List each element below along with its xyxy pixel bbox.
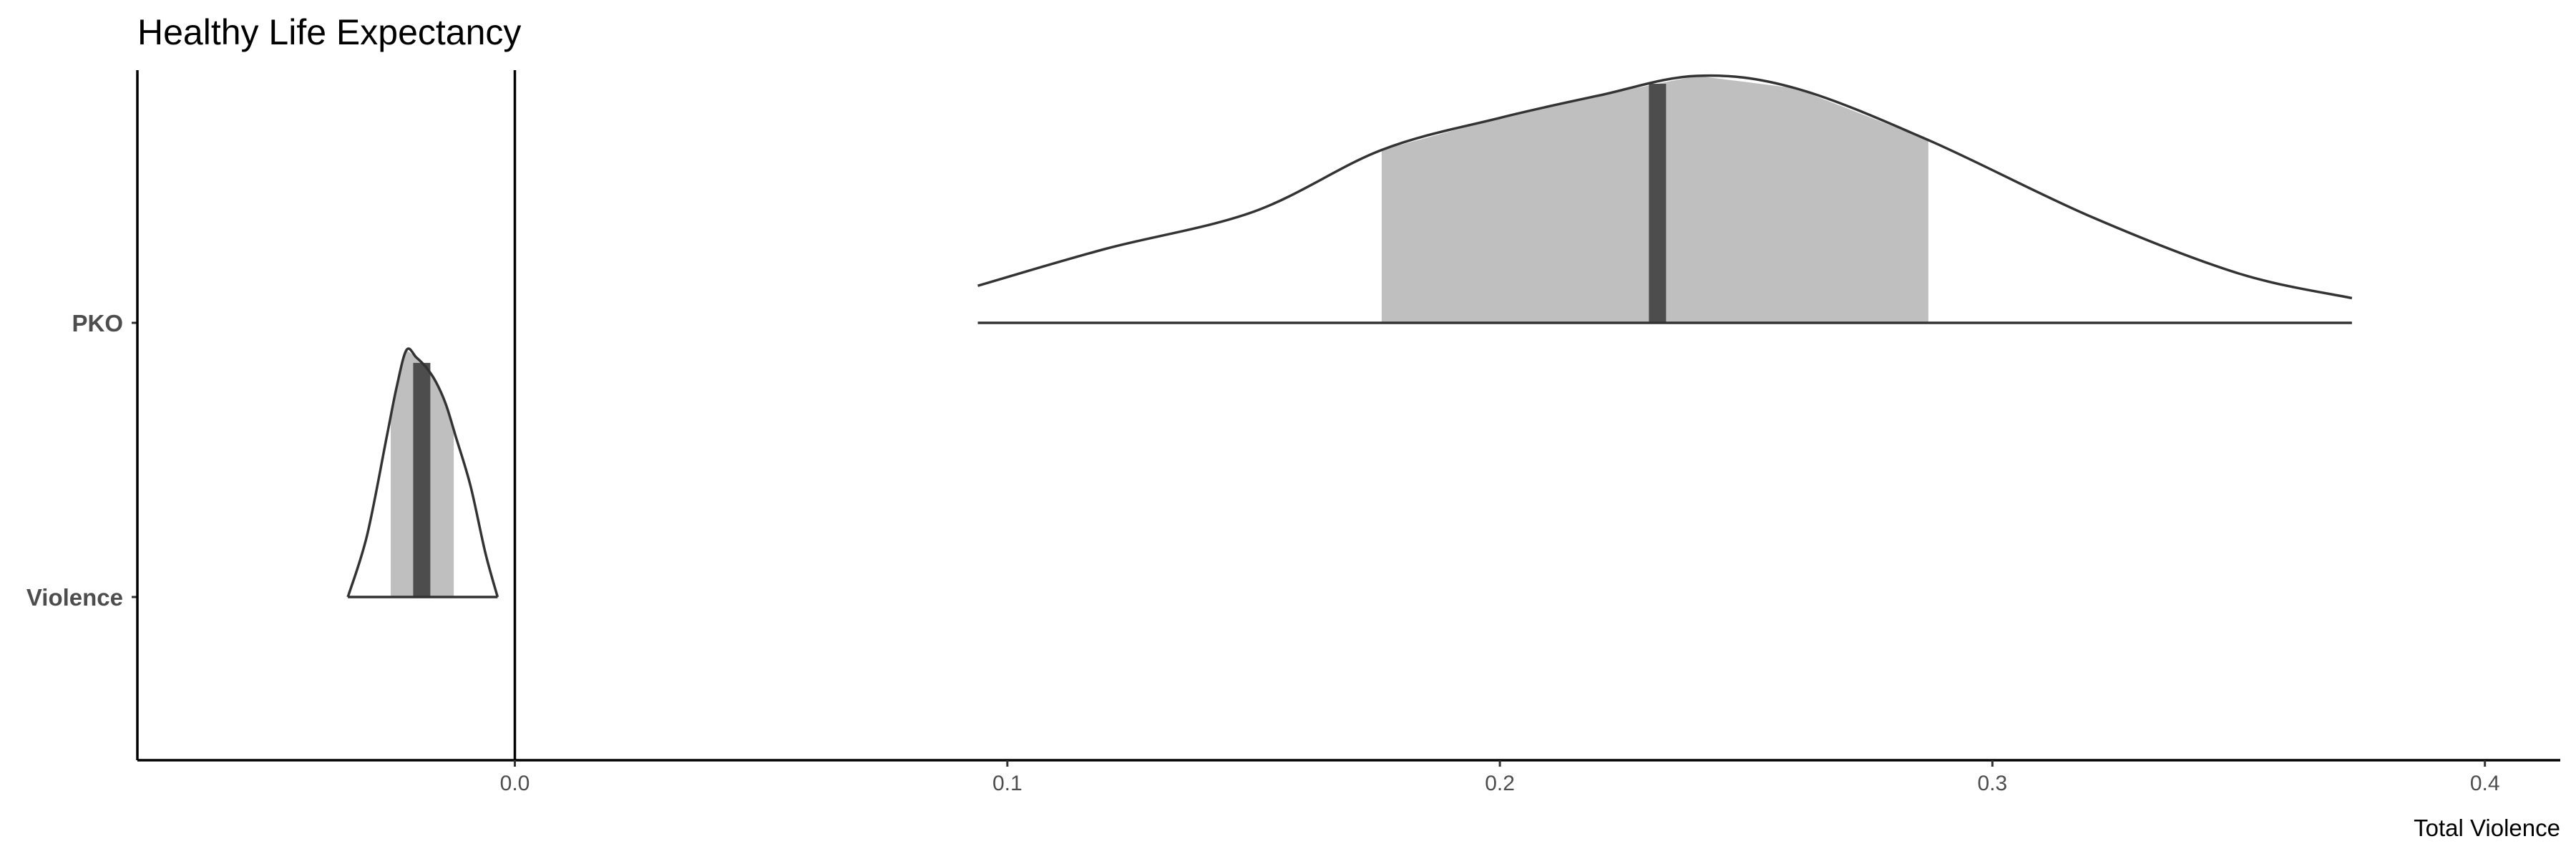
series-violence [346, 347, 499, 598]
y-tick-label-violence: Violence [26, 584, 123, 611]
x-tick-label: 0.3 [1978, 772, 2008, 795]
x-tick-label: 0.4 [2470, 772, 2500, 795]
median-bar-pko [1649, 84, 1667, 323]
x-axis-title: Total Violence [2414, 815, 2560, 841]
chart-title: Healthy Life Expectancy [137, 12, 521, 52]
y-tick-label-pko: PKO [72, 310, 123, 336]
density-curve-pko [977, 74, 2353, 300]
density-curve-violence [346, 347, 499, 598]
x-tick-label: 0.1 [992, 772, 1023, 795]
median-bar-violence [413, 362, 431, 597]
axes: PKO Violence 0.0 0.1 0.2 0.3 0.4 [26, 70, 2560, 795]
x-tick-label: 0.0 [500, 772, 530, 795]
series-pko [977, 74, 2353, 324]
x-tick-label: 0.2 [1485, 772, 1515, 795]
density-marks [346, 74, 2353, 598]
